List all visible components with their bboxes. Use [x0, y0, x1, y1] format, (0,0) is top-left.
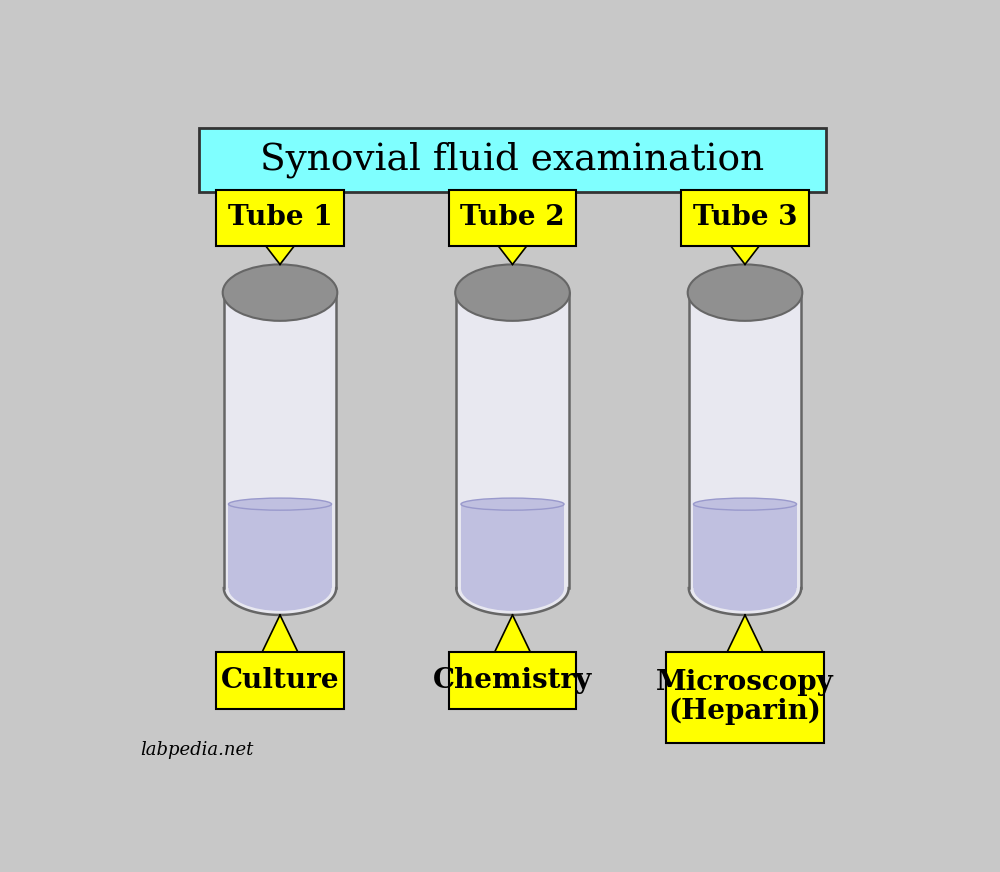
Bar: [456, 293, 569, 588]
FancyBboxPatch shape: [216, 190, 344, 246]
Bar: [224, 293, 336, 588]
Text: Tube 3: Tube 3: [693, 204, 797, 231]
Ellipse shape: [224, 562, 336, 615]
Bar: [689, 293, 801, 588]
FancyBboxPatch shape: [216, 652, 344, 709]
Ellipse shape: [456, 562, 569, 615]
FancyBboxPatch shape: [199, 128, 826, 192]
FancyBboxPatch shape: [449, 652, 576, 709]
Polygon shape: [726, 615, 764, 655]
Ellipse shape: [455, 264, 570, 321]
Text: Tube 1: Tube 1: [228, 204, 332, 231]
Text: Culture: Culture: [221, 667, 339, 694]
Polygon shape: [261, 615, 299, 655]
Polygon shape: [728, 242, 762, 264]
Text: Synovial fluid examination: Synovial fluid examination: [260, 142, 765, 178]
Polygon shape: [263, 242, 297, 264]
Ellipse shape: [693, 565, 797, 611]
Ellipse shape: [689, 562, 801, 615]
Bar: [693, 504, 797, 588]
Text: labpedia.net: labpedia.net: [140, 741, 254, 760]
Ellipse shape: [688, 264, 802, 321]
Ellipse shape: [223, 264, 337, 321]
Text: Tube 2: Tube 2: [460, 204, 565, 231]
Polygon shape: [493, 615, 532, 655]
Ellipse shape: [461, 565, 564, 611]
Ellipse shape: [693, 498, 797, 510]
Text: Chemistry: Chemistry: [433, 667, 592, 694]
Bar: [228, 504, 332, 588]
Text: Microscopy
(Heparin): Microscopy (Heparin): [656, 669, 834, 726]
Ellipse shape: [228, 498, 332, 510]
FancyBboxPatch shape: [449, 190, 576, 246]
Polygon shape: [495, 242, 530, 264]
FancyBboxPatch shape: [681, 190, 809, 246]
Ellipse shape: [228, 565, 332, 611]
Ellipse shape: [461, 498, 564, 510]
Bar: [461, 504, 564, 588]
FancyBboxPatch shape: [666, 652, 824, 743]
